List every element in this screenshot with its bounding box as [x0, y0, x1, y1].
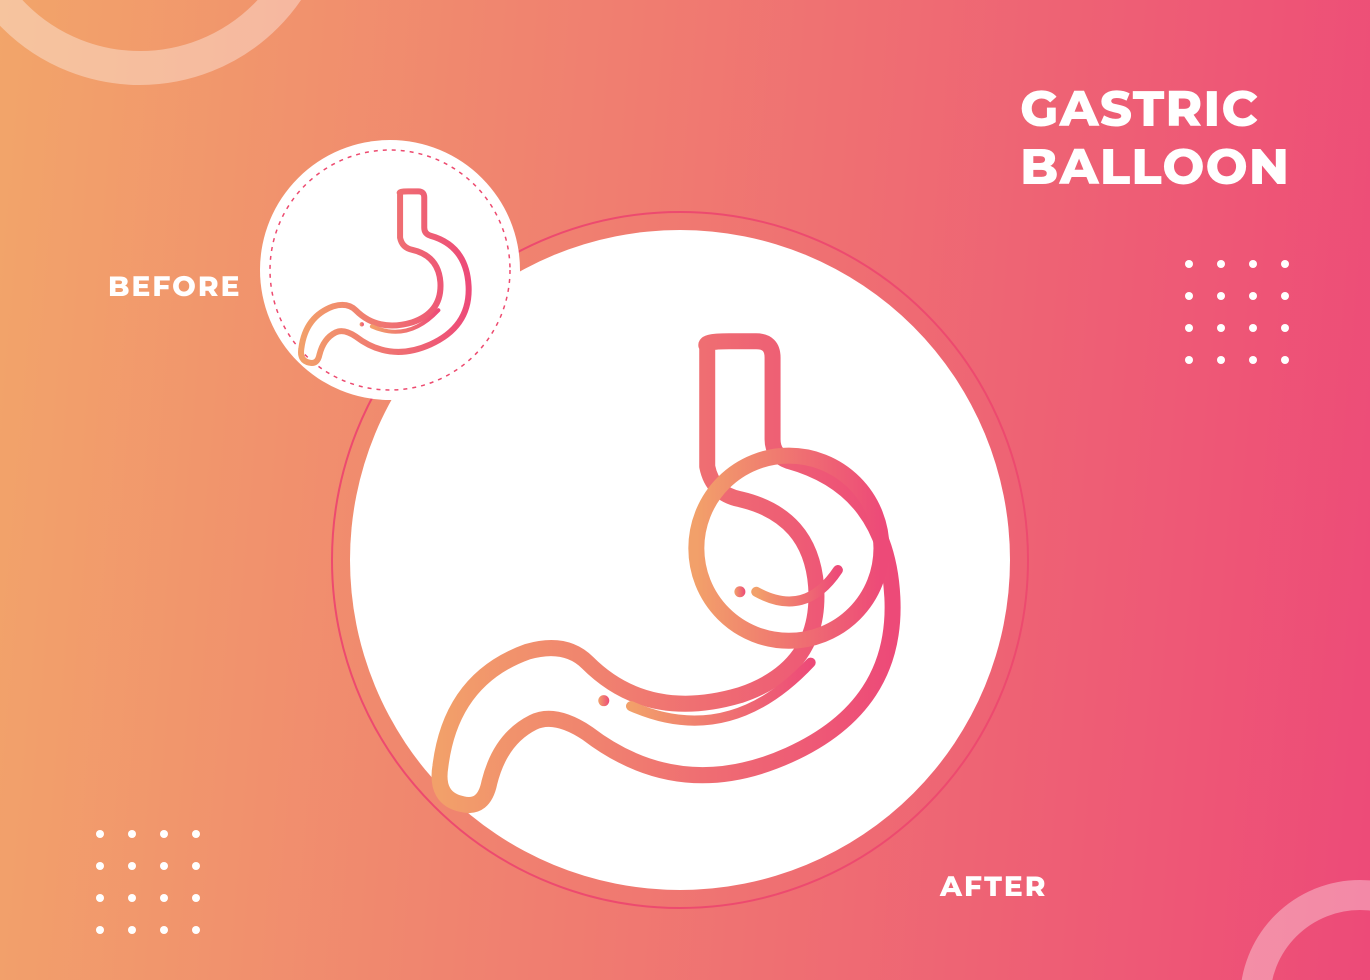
diagram-svg [0, 0, 1370, 980]
infographic-canvas: GASTRIC BALLOON BEFORE AFTER [0, 0, 1370, 980]
before-circle [260, 140, 520, 400]
